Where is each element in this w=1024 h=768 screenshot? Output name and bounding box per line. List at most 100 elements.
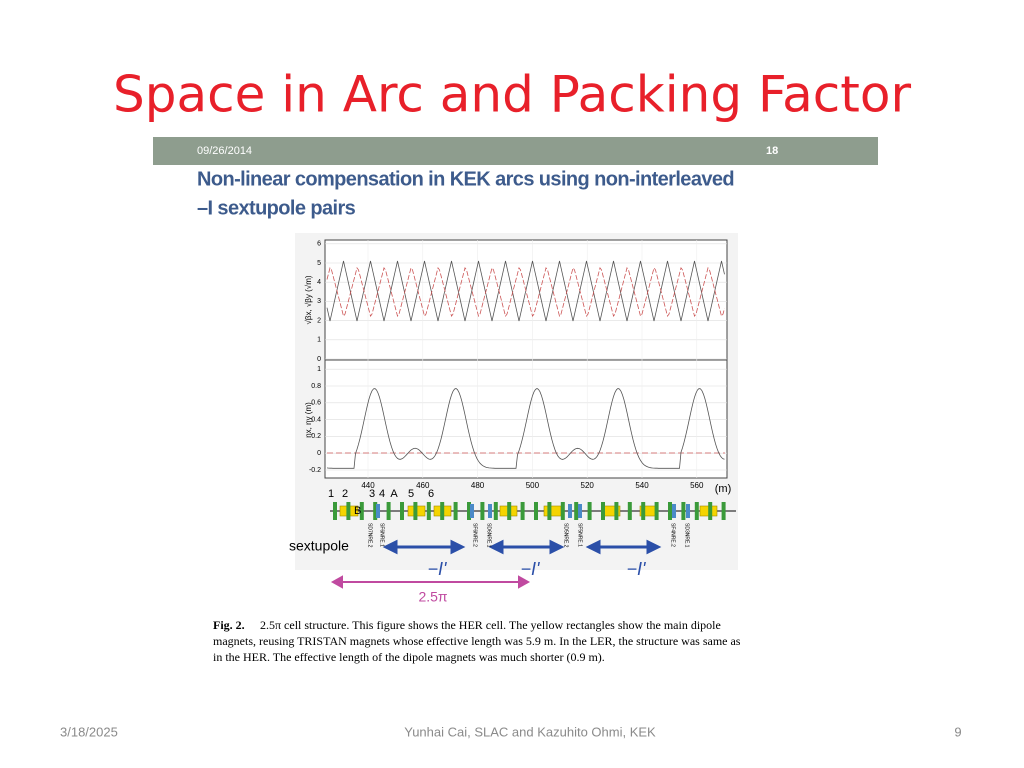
sextupole	[568, 504, 572, 518]
y-tick-label: -0.2	[309, 467, 321, 474]
quadrupole	[440, 502, 445, 520]
x-unit: (m)	[715, 483, 732, 495]
quadrupole	[346, 502, 351, 520]
caption-line: magnets, reusing TRISTAN magnets whose e…	[213, 634, 741, 648]
dipole-label: B	[354, 505, 361, 517]
dipole	[543, 505, 562, 517]
y-axis-label: ηx, ηy (m)	[304, 402, 313, 438]
quadrupole	[694, 502, 699, 520]
phase-arrow	[330, 575, 531, 589]
quadrupole	[708, 502, 713, 520]
quadrupole	[493, 502, 498, 520]
y-axis-label: √βx, √βy (√m)	[304, 275, 313, 324]
quadrupole	[614, 502, 619, 520]
quadrupole	[641, 502, 646, 520]
sextupole-name: SD7NRE.2	[367, 523, 373, 548]
quadrupole	[507, 502, 512, 520]
figure-page: 18	[766, 145, 778, 157]
element-label: 2	[342, 488, 348, 500]
pair-arrows	[382, 539, 662, 555]
sextupole	[376, 504, 380, 518]
y-tick-label: 3	[317, 298, 321, 305]
element-label: 5	[408, 488, 414, 500]
quadrupole	[426, 502, 431, 520]
caption-line: 2.5π cell structure. This figure shows t…	[260, 618, 721, 632]
plot-frame	[324, 359, 728, 479]
eta-x-curve	[326, 388, 725, 469]
quadrupole	[534, 502, 538, 520]
x-tick-label: 460	[416, 481, 430, 490]
plot-frame	[324, 239, 728, 361]
quadrupole	[587, 502, 592, 520]
y-tick-label: 0.6	[311, 400, 321, 407]
quadrupole	[574, 502, 579, 520]
figure-header-bar	[153, 137, 878, 165]
sextupole	[672, 504, 676, 518]
sextupole	[686, 504, 690, 518]
y-tick-label: 0.8	[311, 383, 321, 390]
sextupole-name: SD6NRE.1	[486, 523, 492, 548]
footer-author: Yunhai Cai, SLAC and Kazuhito Ohmi, KEK	[404, 724, 656, 739]
x-tick-label: 440	[361, 481, 375, 490]
sextupole-name: SD3NRE.1	[684, 523, 690, 548]
quadrupole	[333, 502, 337, 520]
footer-date: 3/18/2025	[60, 724, 118, 739]
quadrupole	[520, 502, 525, 520]
footer-page: 9	[954, 724, 961, 739]
sextupole-name: SF6NRE.1	[379, 523, 385, 547]
quadrupole	[413, 502, 418, 520]
quadrupole	[668, 502, 672, 520]
y-tick-label: 0	[317, 356, 321, 363]
sextupole-name: SD5NRE.2	[563, 523, 569, 548]
quadrupole	[547, 502, 552, 520]
y-tick-label: 1	[317, 366, 321, 373]
quadrupole	[627, 502, 632, 520]
pair-label: −I'	[521, 559, 541, 579]
pair-label: −I'	[428, 559, 448, 579]
y-tick-label: 4	[317, 279, 321, 286]
element-label: 6	[428, 488, 434, 500]
figure-heading: –I sextupole pairs	[197, 197, 356, 219]
pair-label: −I'	[627, 559, 647, 579]
x-tick-label: 520	[581, 481, 595, 490]
caption-line: in the HER. The effective length of the …	[213, 650, 605, 664]
y-tick-label: 5	[317, 260, 321, 267]
beta-y-curve	[326, 266, 725, 318]
quadrupole	[601, 502, 605, 520]
quadrupole	[453, 502, 458, 520]
element-label: 1	[328, 488, 334, 500]
quadrupole	[467, 502, 471, 520]
sextupole-name: SF4NRE.2	[670, 523, 676, 547]
quadrupole	[721, 502, 726, 520]
y-tick-label: 0.4	[311, 416, 321, 423]
beamline-elements	[333, 502, 726, 520]
element-label: 3	[369, 488, 375, 500]
y-tick-label: 0	[317, 450, 321, 457]
caption-label: Fig. 2.	[213, 618, 245, 632]
y-tick-label: 2	[317, 317, 321, 324]
quadrupole	[681, 502, 686, 520]
figure-date: 09/26/2014	[197, 145, 252, 157]
sextupole-name: SF6NRE.2	[472, 523, 478, 547]
quadrupole	[654, 502, 659, 520]
slide-title: Space in Arc and Packing Factor	[113, 66, 911, 124]
x-tick-label: 480	[471, 481, 485, 490]
y-tick-label: 0.2	[311, 433, 321, 440]
y-tick-label: 6	[317, 241, 321, 248]
sextupole-label: sextupole	[289, 538, 349, 554]
y-tick-label: 1	[317, 337, 321, 344]
x-tick-label: 560	[690, 481, 704, 490]
sextupole	[488, 504, 492, 518]
quadrupole	[373, 502, 378, 520]
quadrupole	[386, 502, 391, 520]
quadrupole	[400, 502, 404, 520]
element-label: 4	[379, 488, 385, 500]
x-tick-label: 540	[635, 481, 649, 490]
figure-heading: Non-linear compensation in KEK arcs usin…	[197, 168, 734, 190]
x-tick-label: 500	[526, 481, 540, 490]
quadrupole	[560, 502, 565, 520]
sextupole	[470, 504, 474, 518]
phase-label: 2.5π	[418, 589, 447, 605]
sextupole-name: SF5NRE.1	[577, 523, 583, 547]
